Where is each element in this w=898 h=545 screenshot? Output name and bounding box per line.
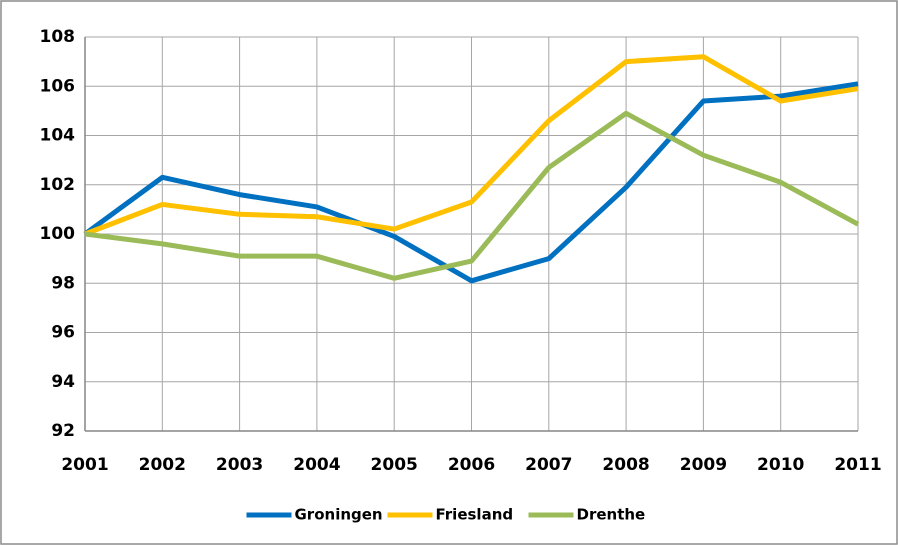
legend-label: Drenthe <box>577 506 646 524</box>
y-tick-label: 106 <box>40 76 76 96</box>
legend-label: Groningen <box>295 506 383 524</box>
x-tick-label: 2003 <box>216 455 263 475</box>
x-tick-label: 2001 <box>61 455 108 475</box>
y-tick-label: 92 <box>51 421 75 441</box>
y-tick-label: 100 <box>40 224 76 244</box>
x-tick-label: 2004 <box>293 455 340 475</box>
legend-label: Friesland <box>436 506 514 524</box>
x-tick-label: 2011 <box>834 455 881 475</box>
x-tick-label: 2007 <box>525 455 572 475</box>
x-tick-label: 2008 <box>602 455 649 475</box>
x-tick-label: 2009 <box>680 455 727 475</box>
x-tick-label: 2005 <box>371 455 418 475</box>
y-tick-label: 104 <box>40 126 76 146</box>
y-tick-label: 94 <box>51 372 75 392</box>
y-tick-label: 96 <box>51 323 75 343</box>
series-line <box>84 110 860 281</box>
x-tick-label: 2002 <box>139 455 186 475</box>
x-tick-label: 2010 <box>757 455 804 475</box>
y-tick-label: 98 <box>51 273 75 293</box>
x-tick-label: 2006 <box>448 455 495 475</box>
y-tick-label: 108 <box>40 27 76 47</box>
series-line <box>83 81 859 284</box>
series-line <box>84 54 859 237</box>
y-tick-label: 102 <box>40 175 76 195</box>
